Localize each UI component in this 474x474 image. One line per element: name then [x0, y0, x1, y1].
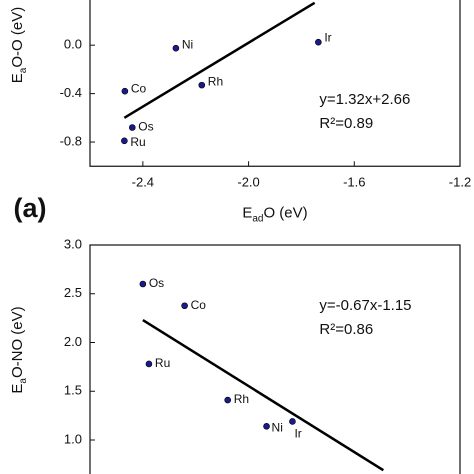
point [139, 280, 147, 288]
x-tick-label: -2.4 [132, 175, 154, 190]
point-label: Rh [208, 74, 223, 88]
x-tick-label: -1.6 [343, 175, 365, 190]
point [224, 396, 231, 404]
r-squared: R²=0.89 [319, 115, 373, 132]
y-tick-label: 2.0 [64, 334, 82, 349]
axis-label: EaO-O (eV) [9, 7, 29, 83]
point [198, 81, 206, 89]
x-tick-label: -1.2 [449, 175, 471, 190]
equation: y=-0.67x-1.15 [319, 297, 411, 314]
fit-line [142, 319, 385, 472]
label-rest: O-NO (eV) [9, 306, 26, 378]
fit-line [123, 1, 316, 119]
label-rest: O-O (eV) [9, 7, 26, 68]
axis-label: EaO-NO (eV) [9, 306, 29, 393]
point [263, 423, 270, 430]
label-sub: a [18, 378, 29, 384]
point [289, 418, 296, 425]
point [315, 38, 322, 46]
point [121, 137, 128, 145]
point-label: Ni [182, 37, 193, 51]
y-tick-label: 0.0 [64, 37, 82, 52]
panel-label: (a) [14, 193, 47, 223]
label-main: E [9, 384, 26, 394]
point-label: Ir [294, 427, 301, 441]
y-tick-label: 1.0 [64, 431, 82, 446]
r-squared: R²=0.86 [319, 321, 373, 338]
point-label: Ru [130, 135, 145, 149]
y-tick-label: 1.5 [64, 383, 82, 398]
point [121, 87, 129, 95]
x-tick-label: -2.0 [237, 175, 259, 190]
equation: y=1.32x+2.66 [319, 91, 410, 108]
y-tick-label: -0.4 [60, 85, 82, 100]
y-tick-label: 3.0 [64, 236, 82, 251]
y-tick-label: -0.8 [60, 133, 82, 148]
label-sub: ad [252, 213, 263, 224]
point-label: Os [138, 120, 153, 134]
point-label: Rh [234, 392, 249, 406]
axis-label: EadO (eV) [242, 204, 307, 224]
point [181, 302, 188, 310]
label-main: E [242, 204, 252, 221]
plot-frame [89, 0, 461, 167]
label-main: E [9, 73, 26, 83]
point [128, 124, 136, 131]
point-label: Os [149, 276, 164, 290]
point-label: Ni [272, 421, 283, 435]
point-label: Ru [155, 356, 170, 370]
point-label: Ir [324, 30, 331, 44]
point-label: Co [191, 298, 207, 312]
label-rest: O (eV) [263, 204, 307, 221]
point-label: Co [131, 81, 147, 95]
point [172, 44, 180, 52]
plot-frame [89, 244, 461, 474]
label-sub: a [18, 67, 29, 73]
y-tick-label: 2.5 [64, 285, 82, 300]
point [145, 360, 153, 368]
